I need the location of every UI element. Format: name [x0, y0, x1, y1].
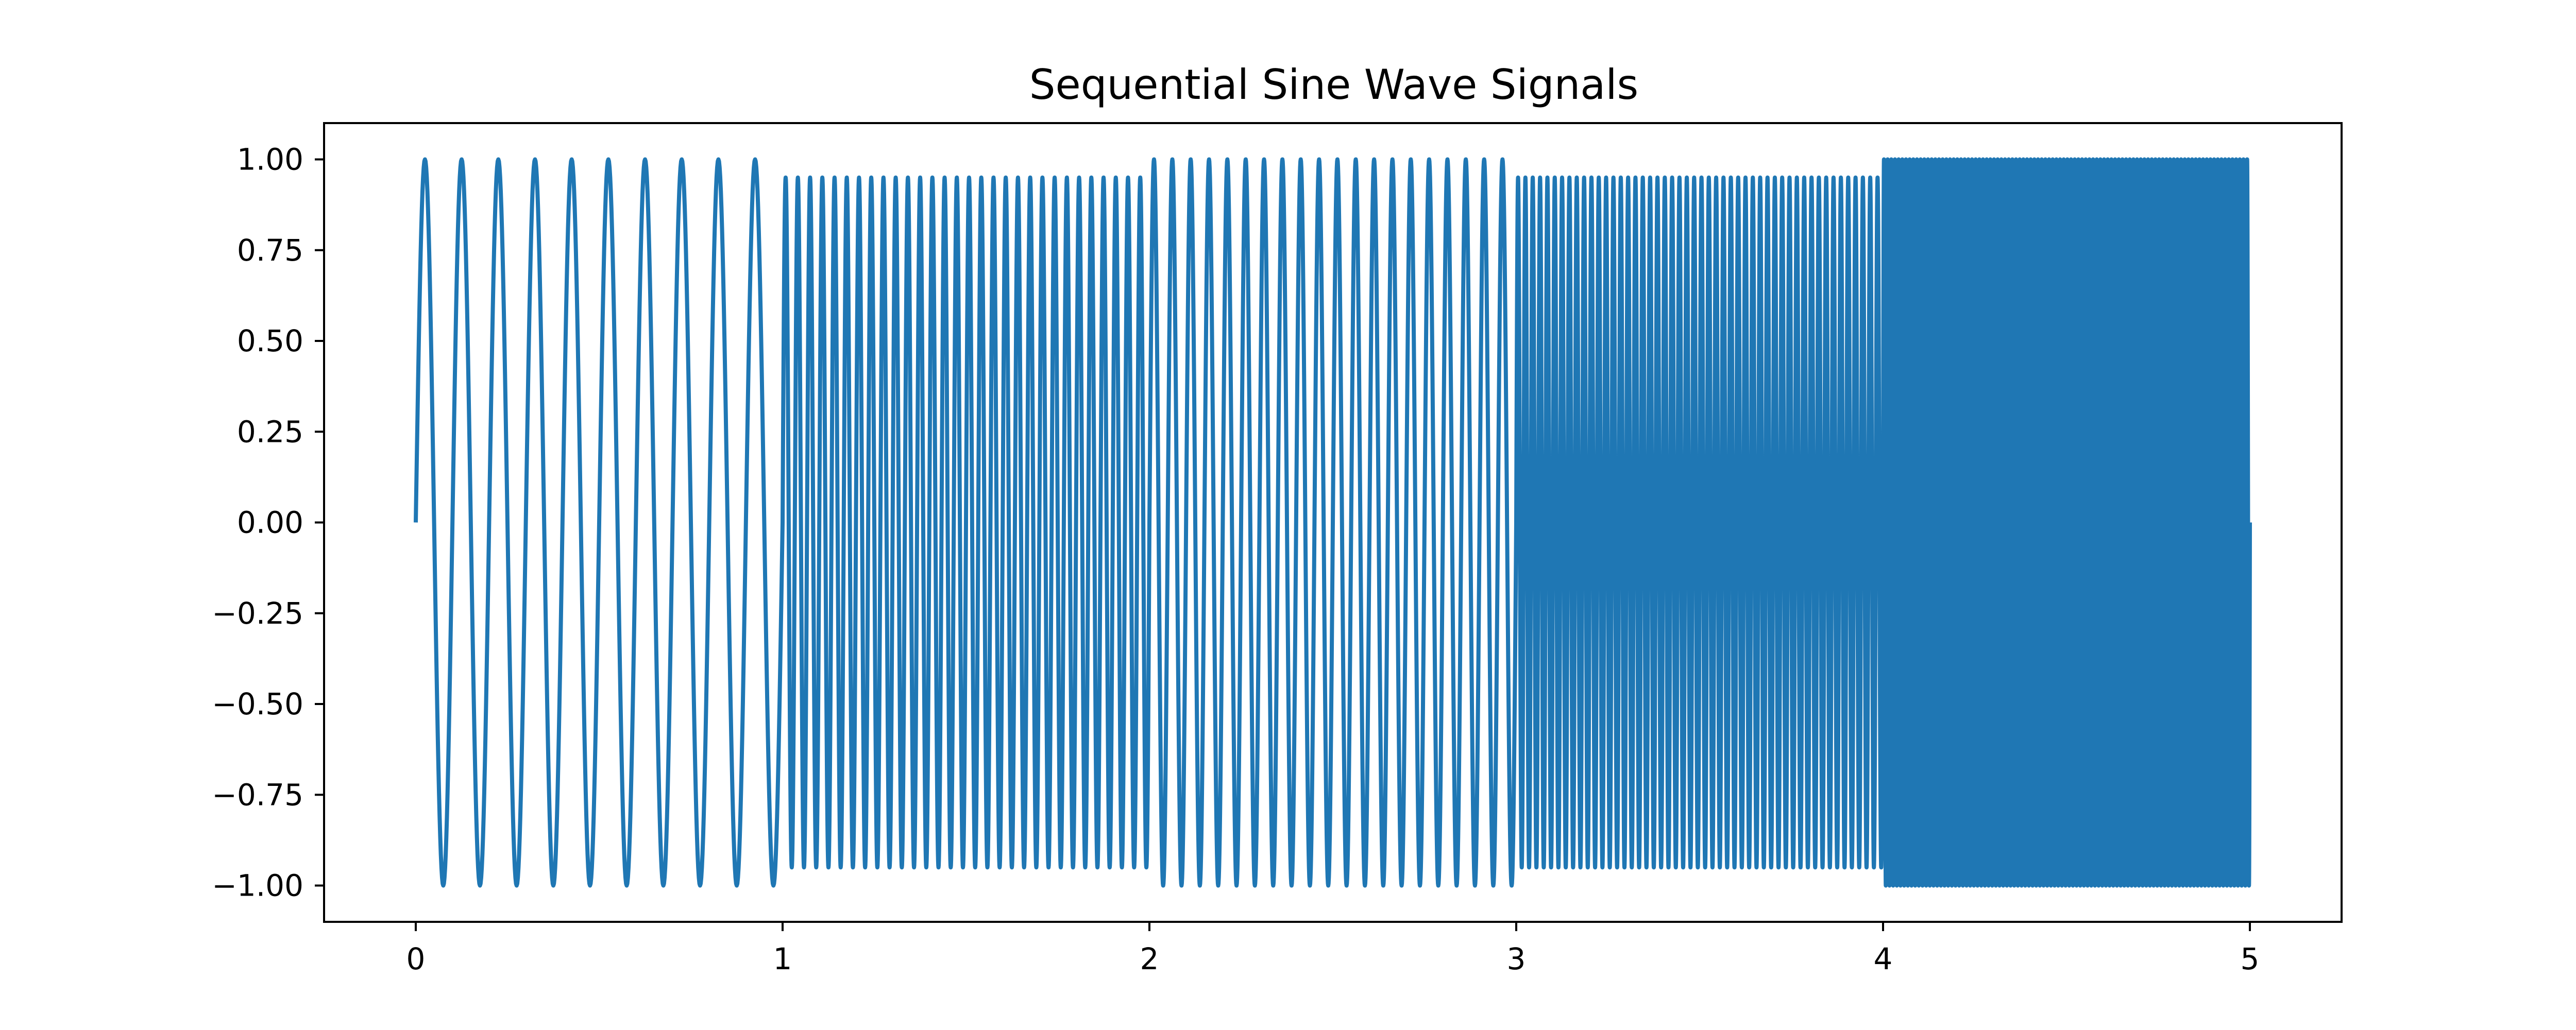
- x-tick-label: 1: [773, 941, 792, 976]
- y-tick-label: −1.00: [212, 868, 303, 903]
- series-line: [414, 157, 2252, 888]
- y-tick-label: 1.00: [237, 142, 303, 177]
- x-tick-label: 2: [1140, 941, 1159, 976]
- y-tick-label: 0.75: [237, 233, 303, 268]
- y-tick-label: 0.50: [237, 323, 303, 358]
- y-tick-label: 0.25: [237, 414, 303, 449]
- x-tick-label: 5: [2241, 941, 2260, 976]
- plot-area: 0 1 2 3 4 5 1.00 0.75 0.50 0.25 0.00 −0.25 −0.50 −0.7…: [212, 122, 2343, 976]
- y-tick-label: −0.50: [212, 686, 303, 722]
- x-tick-label: 4: [1874, 941, 1893, 976]
- y-tick-label: 0.00: [237, 505, 303, 540]
- chart-title: Sequential Sine Wave Signals: [1029, 61, 1638, 109]
- y-tick-label: −0.25: [212, 596, 303, 631]
- y-tick-label: −0.75: [212, 777, 303, 812]
- x-tick-label: 3: [1507, 941, 1526, 976]
- x-tick-label: 0: [406, 941, 426, 976]
